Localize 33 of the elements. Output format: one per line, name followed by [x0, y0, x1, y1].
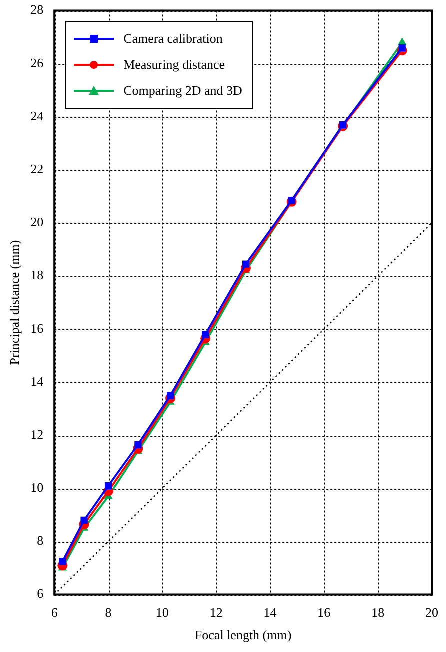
point — [166, 392, 174, 400]
y-tick-label: 24 — [30, 108, 44, 124]
y-tick-label: 14 — [30, 374, 44, 389]
y-tick-label: 10 — [30, 480, 44, 496]
y-axis-title: Principal distance (mm) — [7, 240, 22, 366]
y-tick-label: 8 — [37, 533, 44, 548]
y-tick-label: 18 — [30, 268, 44, 283]
point — [59, 558, 66, 566]
legend-label: Camera calibration — [124, 30, 223, 47]
x-axis-title: Focal length (mm) — [194, 628, 292, 643]
point — [104, 482, 112, 490]
y-tick-label: 26 — [30, 55, 44, 70]
x-tick-label: 6 — [51, 605, 58, 620]
y-tick-label: 6 — [37, 586, 44, 602]
x-tick-label: 16 — [318, 605, 332, 620]
x-tick-label: 14 — [264, 605, 278, 620]
point — [80, 516, 88, 524]
x-tick-label: 8 — [105, 605, 112, 620]
legend-label: Measuring distance — [124, 56, 226, 73]
legend-label: Comparing 2D and 3D — [124, 82, 242, 99]
y-tick-label: 28 — [30, 2, 44, 18]
point — [202, 331, 210, 338]
point — [242, 260, 250, 268]
x-tick-label: 12 — [210, 605, 223, 620]
x-tick-label: 18 — [372, 605, 385, 620]
point — [398, 44, 406, 52]
y-tick-label: 20 — [30, 214, 44, 230]
y-tick-label: 12 — [30, 426, 44, 442]
x-tick-label: 20 — [426, 605, 438, 620]
point — [134, 441, 142, 448]
y-tick-label: 16 — [30, 320, 44, 336]
x-tick-label: 10 — [156, 605, 169, 620]
y-tick-label: 22 — [30, 161, 44, 176]
